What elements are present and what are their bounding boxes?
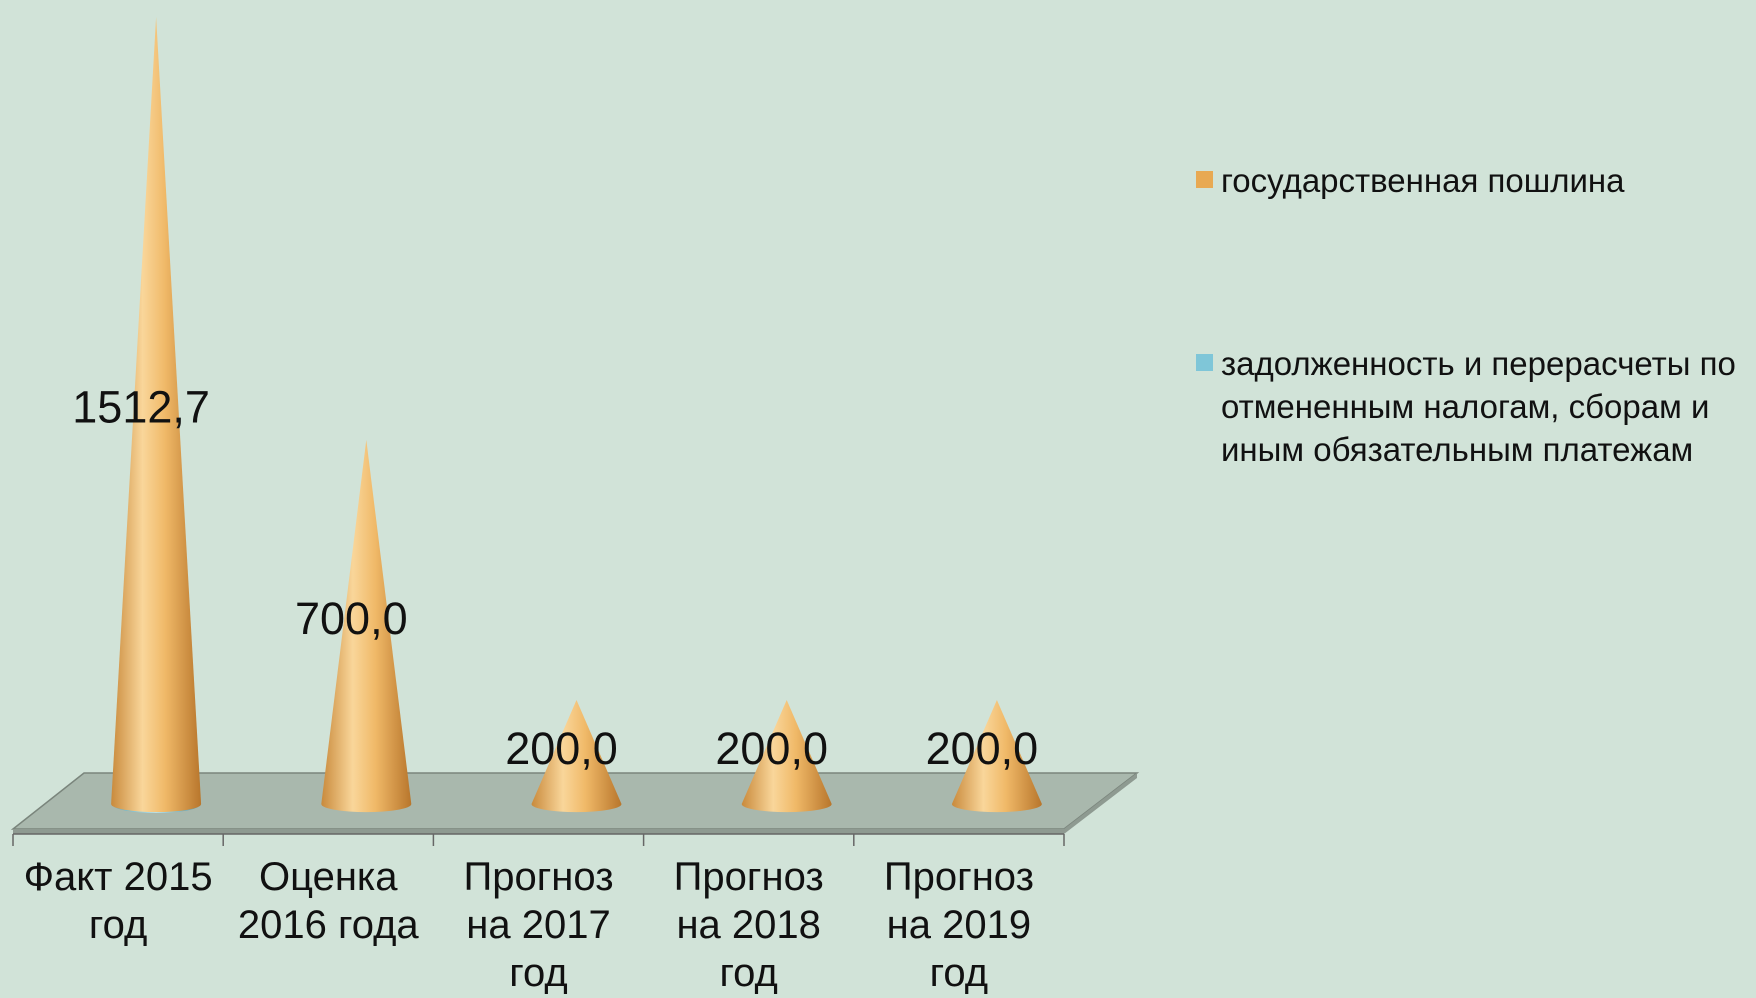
legend-label: государственная пошлина <box>1221 162 1625 199</box>
data-label: 200,0 <box>926 723 1039 774</box>
cone <box>321 439 412 813</box>
legend-swatch <box>1196 171 1213 188</box>
data-label: 700,0 <box>295 593 408 644</box>
cone <box>531 699 622 813</box>
x-tick-label: Оценка 2016 года <box>237 855 419 947</box>
legend-swatch <box>1196 354 1213 371</box>
data-label: 200,0 <box>715 723 828 774</box>
floor-edge <box>1064 773 1137 834</box>
floor-edge <box>13 829 1064 834</box>
x-tick-label: Прогноз на 2018 год <box>673 855 824 995</box>
cone <box>741 699 832 813</box>
x-tick-label: Прогноз на 2019 год <box>883 855 1034 995</box>
legend-label: задолженность и перерасчеты по отмененны… <box>1221 345 1736 468</box>
data-label: 1512,7 <box>72 381 210 432</box>
cone <box>951 699 1042 813</box>
x-tick-label: Факт 2015 год <box>23 855 213 947</box>
cone <box>111 17 202 813</box>
data-label: 200,0 <box>505 723 618 774</box>
x-tick-label: Прогноз на 2017 год <box>463 855 614 995</box>
